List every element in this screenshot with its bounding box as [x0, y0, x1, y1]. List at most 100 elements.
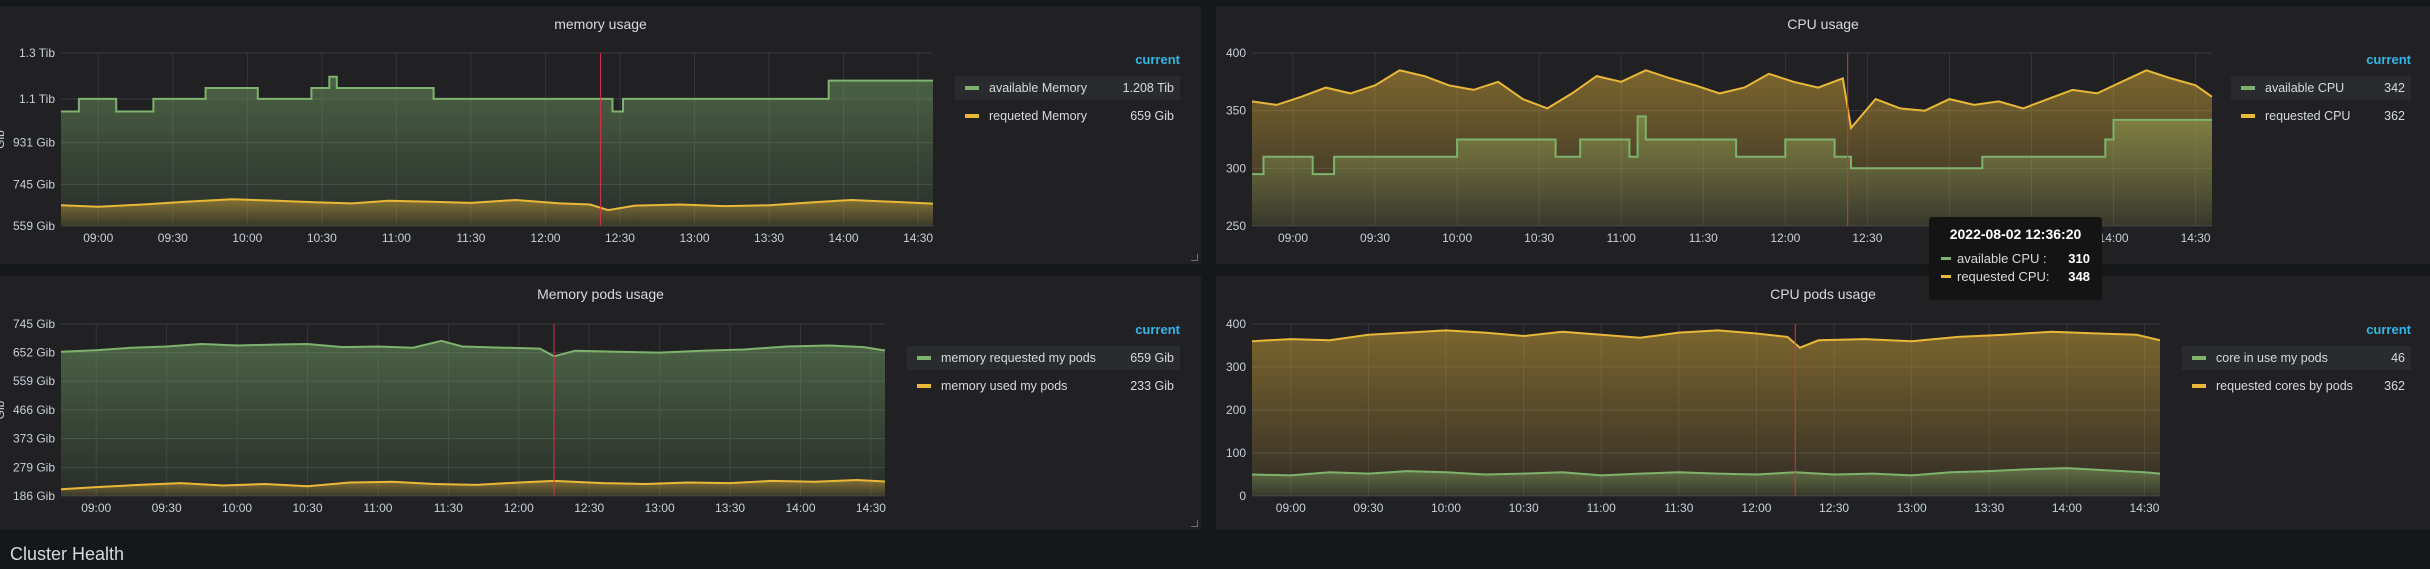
series-color-swatch [917, 384, 931, 388]
y-tick-label: 300 [1226, 360, 1246, 374]
section-title-cluster-health[interactable]: Cluster Health [10, 544, 125, 564]
x-tick-label: 13:00 [1897, 501, 1927, 515]
x-tick-label: 14:00 [2099, 231, 2129, 245]
resize-handle[interactable] [1191, 254, 1198, 261]
legend-item-requested-cores-by-pods[interactable]: requested cores by pods 362 [2182, 374, 2411, 398]
x-tick-label: 10:30 [1524, 231, 1554, 245]
legend-item-value: 659 Gib [1130, 109, 1174, 123]
panel-cpu-usage[interactable]: CPU usage 250 300 350 400 09:00 09:30 10:00 10:… [1216, 6, 2430, 264]
legend: current core in use my pods 46 requested… [2182, 322, 2411, 402]
y-tick-label: 400 [1226, 46, 1246, 60]
x-tick-label: 10:30 [307, 231, 337, 245]
x-tick-label: 10:00 [232, 231, 262, 245]
legend-item-available-memory[interactable]: available Memory 1.208 Tib [955, 76, 1180, 100]
x-tick-label: 09:30 [1360, 231, 1390, 245]
x-tick-label: 14:00 [785, 501, 815, 515]
series-line-requeted-memory [60, 198, 934, 212]
x-tick-label: 13:00 [679, 231, 709, 245]
series-color-swatch [2241, 86, 2255, 90]
y-axis-label: Gib [0, 400, 7, 419]
x-tick-label: 10:00 [1431, 501, 1461, 515]
resize-handle[interactable] [1191, 520, 1198, 527]
series-color-swatch [917, 356, 931, 360]
legend-item-label: requeted Memory [989, 109, 1087, 123]
legend-item-label: requested cores by pods [2216, 379, 2353, 393]
legend: current memory requested my pods 659 Gib… [907, 322, 1180, 402]
y-tick-label: 1.1 Tib [19, 92, 55, 106]
legend-item-value: 1.208 Tib [1122, 81, 1174, 95]
y-tick-label: 250 [1226, 219, 1246, 233]
legend-item-label: requested CPU [2265, 109, 2351, 123]
x-tick-label: 12:00 [1741, 501, 1771, 515]
series-area-memory-used-my-pods [61, 480, 885, 496]
series-color-swatch [2192, 384, 2206, 388]
x-tick-label: 11:30 [434, 501, 463, 515]
series-line-requested-cpu [1251, 69, 2213, 131]
legend-header: current [2366, 322, 2411, 337]
chart-cpu-usage: 250 300 350 400 09:00 09:30 10:00 10:30 11:00 11:… [1226, 46, 2213, 245]
legend-header: current [2366, 52, 2411, 67]
panel-memory-pods-usage[interactable]: Memory pods usage 186 Gib 279 Gib 373 Gib 4… [0, 276, 1201, 530]
legend: current available CPU 342 requested CPU … [2231, 52, 2411, 132]
tooltip-row-value: 310 [2068, 250, 2090, 266]
x-tick-label: 14:30 [856, 501, 886, 515]
panel-title[interactable]: Memory pods usage [537, 286, 664, 302]
x-tick-label: 12:00 [1770, 231, 1800, 245]
legend-item-memory-used-my-pods[interactable]: memory used my pods 233 Gib [907, 374, 1180, 398]
y-tick-label: 466 Gib [13, 403, 55, 417]
legend-item-label: available CPU [2265, 81, 2345, 95]
series-line-requested-cores-by-pods [1251, 329, 2161, 349]
x-tick-label: 10:30 [1509, 501, 1539, 515]
y-tick-label: 400 [1226, 317, 1246, 331]
series-line-available-cpu [1252, 115, 2212, 176]
tooltip-row-label: requested CPU: [1957, 268, 2050, 284]
x-tick-label: 11:00 [1607, 231, 1636, 245]
legend-item-requested-cpu[interactable]: requested CPU 362 [2231, 104, 2411, 128]
y-tick-label: 559 Gib [13, 219, 55, 233]
x-tick-label: 11:00 [382, 231, 411, 245]
series-color-swatch [2192, 356, 2206, 360]
legend-item-available-cpu[interactable]: available CPU 342 [2231, 76, 2411, 100]
y-tick-label: 200 [1226, 403, 1246, 417]
chart-memory-usage: 559 Gib 745 Gib 931 Gib 1.1 Tib 1.3 Tib 09:00… [0, 46, 934, 245]
legend-item-value: 342 [2384, 81, 2405, 95]
y-tick-label: 373 Gib [13, 431, 55, 445]
legend-item-memory-requested-my-pods[interactable]: memory requested my pods 659 Gib [907, 346, 1180, 370]
series-area-requested-cpu [1252, 70, 2212, 226]
series-color-swatch [1941, 256, 1951, 260]
x-tick-label: 11:30 [1689, 231, 1718, 245]
y-tick-label: 559 Gib [13, 374, 55, 388]
y-tick-label: 745 Gib [13, 317, 55, 331]
legend-header: current [1135, 322, 1180, 337]
x-tick-label: 11:00 [363, 501, 392, 515]
series-line-available-memory [61, 75, 933, 113]
x-tick-label: 13:30 [754, 231, 784, 245]
panel-title[interactable]: memory usage [554, 16, 647, 32]
y-tick-label: 745 Gib [13, 177, 55, 191]
series-color-swatch [965, 114, 979, 118]
x-tick-label: 14:00 [829, 231, 859, 245]
panel-title[interactable]: CPU pods usage [1770, 286, 1876, 302]
x-tick-label: 11:30 [456, 231, 485, 245]
legend-item-core-in-use-my-pods[interactable]: core in use my pods 46 [2182, 346, 2411, 370]
x-tick-label: 12:30 [574, 501, 604, 515]
y-tick-label: 186 Gib [13, 489, 55, 503]
x-tick-label: 12:00 [530, 231, 560, 245]
hover-tooltip: 2022-08-02 12:36:20 available CPU : 310 … [1929, 217, 2102, 300]
panel-cpu-pods-usage[interactable]: CPU pods usage 0 100 200 300 400 09:00 09:30 10… [1216, 276, 2430, 530]
x-tick-label: 14:30 [2129, 501, 2159, 515]
x-tick-label: 12:30 [1819, 501, 1849, 515]
legend-item-label: core in use my pods [2216, 351, 2328, 365]
legend-item-requeted-memory[interactable]: requeted Memory 659 Gib [955, 104, 1180, 128]
x-tick-label: 10:30 [292, 501, 322, 515]
y-tick-label: 279 Gib [13, 460, 55, 474]
legend-item-value: 362 [2384, 379, 2405, 393]
panel-title[interactable]: CPU usage [1787, 16, 1859, 32]
x-tick-label: 13:30 [715, 501, 745, 515]
tooltip-row-label: available CPU : [1957, 250, 2047, 266]
x-tick-label: 12:30 [605, 231, 635, 245]
panel-memory-usage[interactable]: memory usage 559 Gib 745 Gib 931 Gib 1.1 Ti… [0, 6, 1201, 264]
tooltip-row: available CPU : 310 [1941, 249, 2090, 267]
legend-header: current [1135, 52, 1180, 67]
x-tick-label: 13:00 [645, 501, 675, 515]
